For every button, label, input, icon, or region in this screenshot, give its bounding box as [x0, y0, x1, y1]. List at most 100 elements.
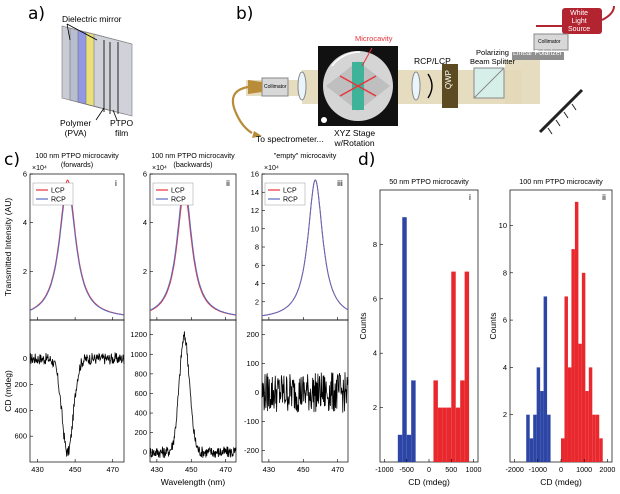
histogram-bar-2-10: [567, 367, 572, 462]
ytick-label: 2: [23, 267, 27, 276]
ytick-label: 6: [373, 294, 377, 303]
ytick-label: 100: [246, 359, 259, 368]
xtick-label: -2000: [505, 465, 523, 474]
xtick-label: 1000: [466, 465, 482, 474]
ytick-label: 4: [23, 218, 27, 227]
ytick-label: 800: [134, 369, 147, 378]
xtick-label: 430: [151, 465, 164, 474]
ytick-label: 4: [503, 363, 507, 372]
spectrum-title-2: (backwards): [173, 160, 212, 169]
cd-trace-3: [261, 372, 349, 413]
ytick-label: 4: [143, 218, 147, 227]
ytick-label: 4: [373, 349, 377, 358]
xtick-label: 500: [445, 465, 457, 474]
ytick-label: 6: [23, 170, 27, 179]
xtick-label: -1000: [529, 465, 547, 474]
panel-label-d: d): [358, 150, 376, 170]
panel-label-b: b): [236, 4, 254, 24]
panel-label-c: c): [4, 150, 20, 170]
histogram-roman-1: i: [469, 192, 471, 202]
ytick-label: 0: [23, 354, 27, 363]
ytick-label: 8: [255, 243, 259, 252]
exponent-label: ×10⁴: [152, 165, 167, 172]
histogram-ylabel-1: Counts: [358, 313, 368, 340]
ytick-label: 200: [134, 428, 147, 437]
ytick-label: 10: [251, 224, 259, 233]
histogram-xlabel-2: CD (mdeg): [540, 477, 582, 487]
ytick-label: 600: [14, 432, 27, 441]
ytick-label: 0: [143, 448, 147, 457]
histogram-bar-1-10: [455, 407, 461, 462]
histogram-bar-2-12: [574, 201, 579, 462]
wavelength-xlabel: Wavelength (nm): [161, 477, 226, 487]
optical-setup-illustration: [231, 5, 615, 138]
xtick-label: 470: [106, 465, 119, 474]
histogram-bar-2-17: [592, 414, 596, 462]
xtick-label: 2000: [599, 465, 615, 474]
ytick-label: 6: [503, 316, 507, 325]
histogram-ylabel-2: Counts: [488, 313, 498, 340]
spectrum-title-3: "empty" microcavity: [274, 151, 337, 160]
xtick-label: -1000: [375, 465, 393, 474]
xtick-label: 1000: [576, 465, 592, 474]
beam-splitter-label: Polarizing Beam Splitter: [470, 48, 516, 66]
histogram-bar-1-1: [397, 434, 403, 462]
ytick-label: 2: [255, 297, 259, 306]
spectrum-line-2-lcp: [149, 191, 237, 316]
histogram-bar-1-4: [411, 380, 416, 462]
qwp-label: QWP: [444, 70, 453, 90]
histogram-bar-1-8: [446, 407, 452, 462]
xtick-label: 0: [427, 465, 431, 474]
legend-label-rcp: RCP: [283, 197, 298, 204]
histogram-bar-1-9: [451, 271, 456, 462]
histogram-bar-1-11: [460, 380, 465, 462]
ytick-label: 2: [373, 403, 377, 412]
histogram-bar-2-4: [536, 367, 541, 462]
subpanel-roman-1: i: [115, 178, 117, 188]
ytick-label: 1200: [130, 330, 147, 339]
panel-label-a: a): [28, 4, 46, 24]
spectrum-title-2: 100 nm PTPO microcavity: [151, 151, 235, 160]
histogram-title-1: 50 nm PTPO microcavity: [389, 177, 469, 186]
white-light-source-label: White Light Source: [568, 10, 591, 33]
histogram-bar-1-5: [433, 380, 438, 462]
legend-label-lcp: LCP: [51, 188, 65, 195]
histogram-bar-2-6: [543, 296, 548, 462]
spectrum-ylabel: Transmitted Intensity (AU): [3, 198, 13, 297]
ytick-label: 2: [143, 267, 147, 276]
rcp-lcp-label: RCP/LCP: [414, 56, 451, 66]
histogram-bar-2-2: [529, 438, 534, 462]
exponent-label: ×10⁴: [32, 165, 47, 172]
ytick-label: -200: [244, 446, 259, 455]
spectrum-title-1: (forwards): [61, 160, 93, 169]
dielectric-mirror-label: Dielectric mirror: [62, 14, 122, 24]
microcavity-label: Microcavity: [355, 34, 393, 43]
histogram-bar-1-2: [402, 217, 407, 462]
cavity-stack-illustration: [61, 23, 133, 121]
ytick-label: 12: [251, 206, 259, 215]
spectrum-line-1-rcp: [29, 185, 125, 316]
ytick-label: 6: [143, 170, 147, 179]
ytick-label: 14: [251, 188, 259, 197]
subpanel-roman-3: iii: [337, 178, 343, 188]
xtick-label: 450: [185, 465, 198, 474]
ytick-label: 10: [499, 221, 507, 230]
histogram-bar-2-13: [578, 343, 582, 462]
ytick-label: 6: [255, 261, 259, 270]
cd-ylabel: CD (mdeg): [3, 370, 13, 412]
ytick-label: 200: [246, 330, 259, 339]
exponent-label: ×10⁴: [264, 165, 279, 172]
histogram-bar-2-16: [588, 367, 593, 462]
cd-frame-2: [149, 319, 237, 463]
histogram-bar-2-18: [595, 414, 600, 462]
histogram-bar-1-6: [437, 407, 443, 462]
subpanel-roman-2: ii: [226, 178, 230, 188]
ytick-label: 8: [503, 268, 507, 277]
stage-label: XYZ Stage w/Rotation: [334, 128, 376, 148]
xtick-label: 450: [297, 465, 310, 474]
histogram-bar-2-3: [533, 414, 537, 462]
ptpo-film-label: PTPO film: [110, 118, 134, 138]
ytick-label: 4: [255, 279, 259, 288]
histogram-bar-2-19: [599, 438, 603, 462]
